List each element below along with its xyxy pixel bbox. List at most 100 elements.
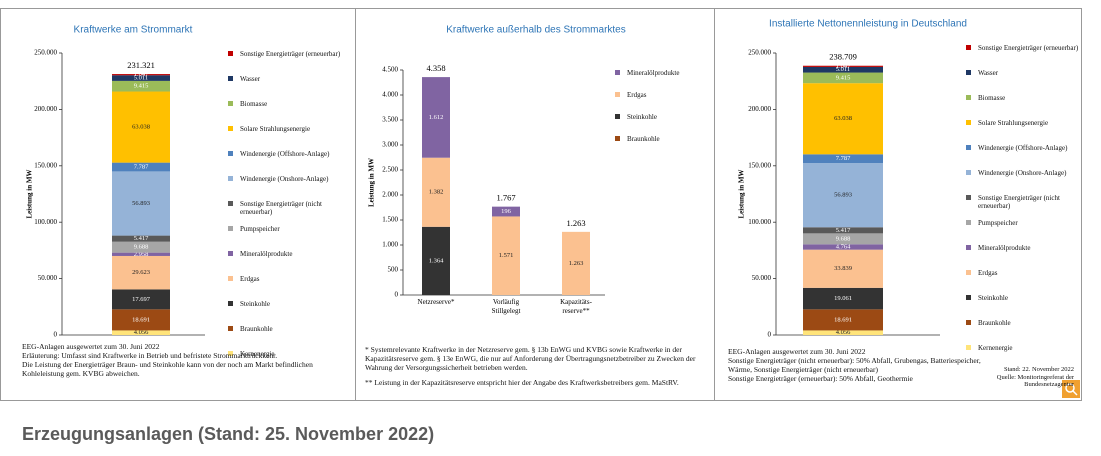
value-label: 19.061 <box>834 295 852 302</box>
y-tick-label: 2.000 <box>382 191 398 199</box>
x-tick-label: Vorläufig Stillgelegt <box>491 298 521 315</box>
legend-swatch <box>228 151 233 156</box>
value-label: 9.415 <box>836 74 851 81</box>
legend-swatch <box>228 201 233 206</box>
legend-swatch <box>228 226 233 231</box>
legend-item: Sonstige Energieträger (erneuerbar) <box>228 50 355 58</box>
notes: * Systemrelevante Kraftwerke in der Netz… <box>365 345 700 387</box>
legend-label: Erdgas <box>240 275 260 283</box>
legend-item: Braunkohle <box>966 319 1093 327</box>
y-tick-label: 2.500 <box>382 166 398 174</box>
value-label: 18.691 <box>834 316 852 323</box>
y-tick-label: 250.000 <box>748 49 771 57</box>
legend-swatch <box>228 176 233 181</box>
y-tick-label: 500 <box>388 266 399 274</box>
legend-label: Sonstige Energieträger (erneuerbar) <box>978 44 1079 52</box>
bar-segment <box>803 233 883 245</box>
bar-segment <box>803 287 883 310</box>
y-axis-label: Leistung in MW <box>26 169 34 218</box>
x-tick-label: Kapazitäts-reserve** <box>560 298 592 315</box>
bar-segment <box>803 244 883 250</box>
legend-item: Wasser <box>966 69 1093 77</box>
legend-label: Windenergie (Offshore-Anlage) <box>240 150 330 158</box>
source-line: Quelle: Monitoringreferat der Bundesnetz… <box>996 373 1074 389</box>
legend-label: Erdgas <box>627 91 647 99</box>
legend-swatch <box>966 145 971 150</box>
value-label: 9.415 <box>134 83 149 90</box>
legend-swatch <box>615 114 620 119</box>
value-label: 1.047 <box>836 63 851 70</box>
value-label: 1.612 <box>429 114 444 121</box>
total-label: 4.358 <box>426 63 445 73</box>
value-label: 33.839 <box>834 265 852 272</box>
y-tick-label: 150.000 <box>34 161 57 169</box>
y-tick-label: 0 <box>395 291 399 299</box>
bar-segment <box>803 249 883 288</box>
chart-title: Kraftwerke außerhalb des Strommarktes <box>446 25 626 36</box>
value-label: 4.056 <box>134 329 149 336</box>
y-tick-label: 100.000 <box>748 218 771 226</box>
bar-segment <box>112 80 170 92</box>
legend-swatch <box>966 120 971 125</box>
legend-item: Erdgas <box>228 275 355 283</box>
bar-segment <box>422 77 450 158</box>
legend-item: Pumpspeicher <box>966 219 1093 227</box>
legend-swatch <box>228 251 233 256</box>
legend-swatch <box>228 51 233 56</box>
legend-label: Mineralölprodukte <box>627 69 680 77</box>
legend-item: Steinkohle <box>966 294 1093 302</box>
bar-segment <box>803 154 883 164</box>
note: ** Leistung in der Kapazitätsreserve ent… <box>365 378 679 387</box>
legend-label: Wasser <box>240 75 261 83</box>
bar-segment <box>803 227 883 234</box>
legend-item: Sonstige Energieträger (nicht erneuerbar… <box>228 200 355 216</box>
bar-segment <box>492 216 520 295</box>
legend-item: Mineralölprodukte <box>228 250 355 258</box>
legend-label: Steinkohle <box>240 300 270 308</box>
zoom-icon[interactable] <box>1062 380 1080 398</box>
value-label: 7.787 <box>836 155 851 162</box>
legend-swatch <box>615 70 620 75</box>
value-label: 63.038 <box>834 115 852 122</box>
value-label: 1.047 <box>134 71 149 78</box>
bar-segment <box>112 75 170 81</box>
y-tick-label: 200.000 <box>748 105 771 113</box>
note: Die Leistung der Energieträger Braun- un… <box>22 360 313 378</box>
y-tick-label: 50.000 <box>38 274 58 282</box>
legend-item: Kernenergie <box>228 350 355 358</box>
bar-segment <box>422 226 450 295</box>
total-label: 231.321 <box>127 60 155 70</box>
legend-item: Sonstige Energieträger (nicht erneuerbar… <box>966 194 1093 210</box>
legend-swatch <box>228 301 233 306</box>
bar-segment <box>112 235 170 242</box>
total-label: 1.263 <box>566 218 585 228</box>
legend-label: Kernenergie <box>978 344 1013 352</box>
note: Sonstige Energieträger (erneuerbar): 50%… <box>728 374 913 383</box>
bar-segment <box>112 255 170 290</box>
legend-item: Steinkohle <box>615 113 742 121</box>
value-label: 5.011 <box>134 75 148 82</box>
legend-swatch <box>966 45 971 50</box>
value-label: 18.691 <box>132 316 150 323</box>
legend-label: Solare Strahlungsenergie <box>240 125 311 133</box>
legend-item: Kernenergie <box>966 344 1093 352</box>
y-tick-label: 0 <box>768 331 772 339</box>
bar-segment <box>112 162 170 172</box>
value-label: 17.697 <box>132 296 151 303</box>
y-axis-label: Leistung in MW <box>368 158 376 207</box>
bar-segment <box>112 171 170 236</box>
legend-item: Pumpspeicher <box>228 225 355 233</box>
note: EEG-Anlagen ausgewertet zum 30. Juni 202… <box>728 347 866 356</box>
legend-swatch <box>966 170 971 175</box>
legend-item: Biomasse <box>228 100 355 108</box>
y-tick-label: 4.500 <box>382 66 398 74</box>
bar-segment <box>803 83 883 155</box>
legend-item: Sonstige Energieträger (erneuerbar) <box>966 44 1093 52</box>
value-label: 2.958 <box>134 251 149 258</box>
legend-label: Braunkohle <box>627 135 660 143</box>
legend-item: Solare Strahlungsenergie <box>228 125 355 133</box>
y-tick-label: 3.500 <box>382 116 398 124</box>
value-label: 196 <box>501 208 512 215</box>
chart-title: Kraftwerke am Strommarkt <box>74 25 193 36</box>
note: Sonstige Energieträger (nicht erneuerbar… <box>728 356 981 374</box>
